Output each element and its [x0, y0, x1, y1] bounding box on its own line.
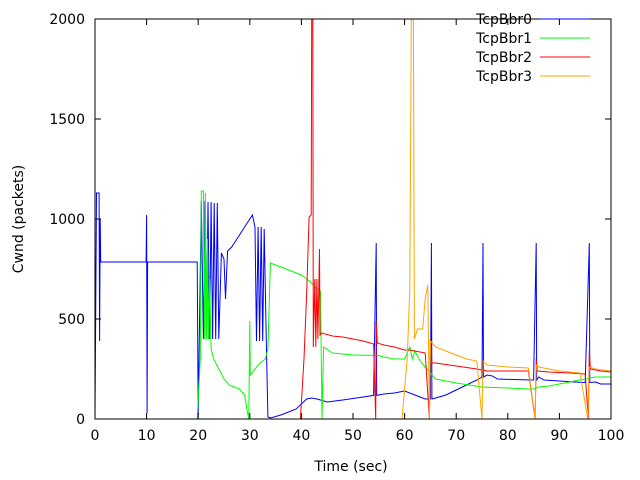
- x-tick-label: 0: [91, 428, 100, 444]
- legend-label-tcpbbr0: TcpBbr0: [475, 12, 532, 28]
- legend: TcpBbr0 TcpBbr1 TcpBbr2 TcpBbr3: [475, 12, 590, 85]
- x-tick-label: 40: [292, 428, 310, 444]
- legend-label-tcpbbr1: TcpBbr1: [475, 31, 532, 47]
- series-line-tcpbbr1: [196, 190, 611, 419]
- y-tick-label: 1000: [49, 212, 85, 228]
- y-tick-label: 0: [76, 412, 85, 428]
- x-tick-label: 100: [598, 428, 625, 444]
- legend-label-tcpbbr3: TcpBbr3: [475, 69, 532, 85]
- x-tick-label: 20: [189, 428, 207, 444]
- x-tick-label: 80: [499, 428, 517, 444]
- series-layer: [95, 19, 611, 419]
- legend-label-tcpbbr2: TcpBbr2: [475, 50, 532, 66]
- series-line-tcpbbr3: [401, 19, 611, 419]
- y-axis-title: Cwnd (packets): [11, 165, 27, 274]
- x-tick-label: 10: [138, 428, 156, 444]
- x-tick-label: 60: [396, 428, 414, 444]
- x-tick-label: 90: [550, 428, 568, 444]
- x-tick-label: 70: [447, 428, 465, 444]
- series-line-tcpbbr2: [299, 19, 611, 419]
- y-tick-label: 500: [58, 312, 85, 328]
- x-tick-label: 30: [241, 428, 259, 444]
- y-tick-label: 2000: [49, 12, 85, 28]
- x-tick-label: 50: [344, 428, 362, 444]
- x-axis-title: Time (sec): [313, 459, 387, 475]
- y-tick-label: 1500: [49, 112, 85, 128]
